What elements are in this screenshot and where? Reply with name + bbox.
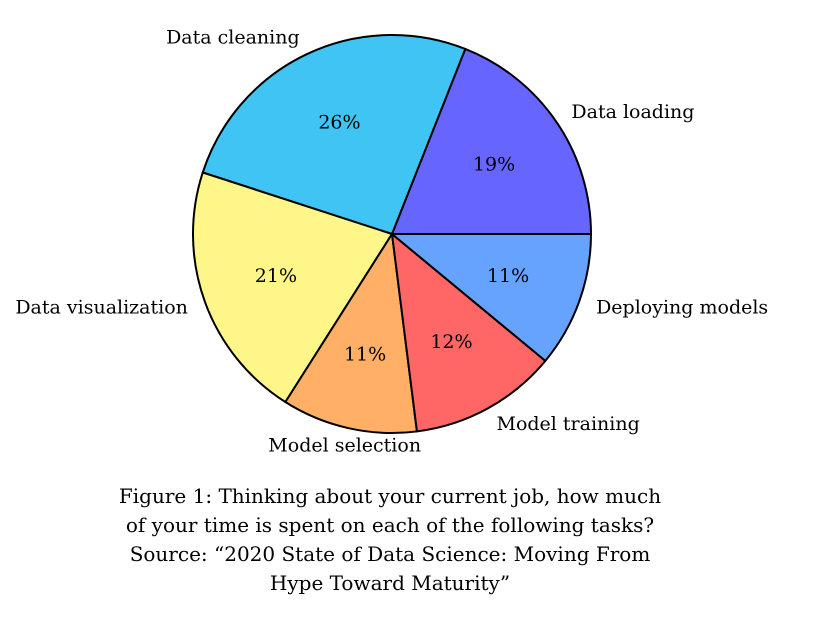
figure-caption: Figure 1: Thinking about your current jo… [95,482,685,598]
caption-line-1: Figure 1: Thinking about your current jo… [118,484,662,508]
pie-percent-label-data-visualization: 21% [255,265,297,287]
caption-line-3: Source: “2020 State of Data Science: Mov… [129,542,651,566]
pie-percent-label-model-selection: 11% [344,343,386,365]
pie-percent-label-deploying-models: 11% [487,265,529,287]
pie-slice-model-training [391,233,547,433]
caption-line-4: Hype Toward Maturity” [269,571,511,595]
pie-slice-data-visualization [192,171,393,404]
caption-line-2: of your time is spent on each of the fol… [125,513,655,537]
pie-percent-label-data-cleaning: 26% [318,111,360,133]
pie-slice-data-loading [391,47,592,235]
pie-category-label-model-selection: Model selection [268,435,421,457]
pie-slice-model-selection [284,233,418,434]
pie-percent-label-model-training: 12% [430,331,472,353]
pie-percent-label-data-loading: 19% [473,154,515,176]
pie-slices [192,34,592,434]
pie-slice-deploying-models [391,233,592,362]
pie-labels: 19% Data loading 26% Data cleaning 21% Data v… [15,27,768,457]
pie-category-label-data-visualization: Data visualization [15,296,188,318]
pie-category-label-deploying-models: Deploying models [596,296,768,318]
pie-category-label-data-loading: Data loading [571,101,694,123]
pie-chart: 19% Data loading 26% Data cleaning 21% Data v… [15,27,768,457]
pie-category-label-data-cleaning: Data cleaning [166,27,300,49]
pie-slice-data-cleaning [201,34,467,235]
pie-category-label-model-training: Model training [496,413,639,435]
